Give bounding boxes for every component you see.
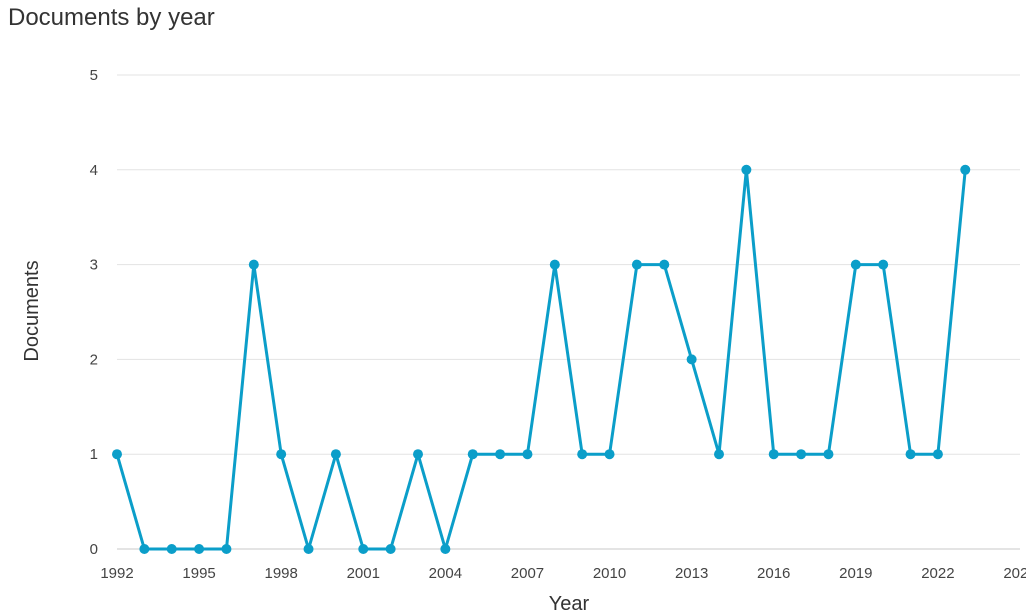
data-point[interactable]	[823, 449, 834, 460]
x-tick-label: 1998	[264, 565, 297, 582]
x-tick-label: 2022	[921, 565, 954, 582]
x-tick-label: 2013	[675, 565, 708, 582]
series-layer	[112, 164, 971, 554]
data-point[interactable]	[741, 164, 752, 175]
data-point[interactable]	[440, 544, 451, 554]
y-axis-title: Documents	[21, 260, 43, 361]
y-tick-label: 4	[90, 162, 98, 179]
x-tick-label: 2019	[839, 565, 872, 582]
data-point[interactable]	[112, 449, 122, 460]
data-point[interactable]	[139, 544, 150, 554]
x-tick-label: 2025	[1003, 565, 1026, 582]
data-point[interactable]	[659, 259, 670, 270]
chart-title: Documents by year	[8, 4, 215, 31]
x-tick-label: 2010	[593, 565, 626, 582]
data-point[interactable]	[467, 449, 478, 460]
data-point[interactable]	[932, 449, 943, 460]
data-point[interactable]	[878, 259, 889, 270]
data-point[interactable]	[604, 449, 615, 460]
data-point[interactable]	[714, 449, 724, 460]
data-point[interactable]	[850, 259, 861, 270]
data-point[interactable]	[960, 164, 971, 175]
data-point[interactable]	[221, 544, 232, 554]
x-tick-label: 2001	[347, 565, 380, 582]
data-point[interactable]	[413, 449, 423, 460]
data-point[interactable]	[248, 259, 259, 270]
data-point[interactable]	[276, 449, 287, 460]
y-axis-tick-labels: 0 1 2 3 4 5	[90, 67, 98, 558]
data-point[interactable]	[358, 544, 369, 554]
data-point[interactable]	[385, 544, 396, 554]
data-point[interactable]	[631, 259, 642, 270]
data-point[interactable]	[495, 449, 506, 460]
data-point[interactable]	[330, 449, 341, 460]
y-tick-label: 3	[90, 257, 98, 274]
x-tick-label: 1995	[182, 565, 215, 582]
data-point[interactable]	[166, 544, 177, 554]
x-tick-label: 2004	[429, 565, 462, 582]
data-point[interactable]	[577, 449, 588, 460]
gridlines	[117, 74, 1020, 550]
data-point[interactable]	[303, 544, 314, 554]
data-point[interactable]	[194, 544, 205, 554]
data-point[interactable]	[549, 259, 560, 270]
y-tick-label: 1	[90, 446, 98, 463]
x-tick-label: 2007	[511, 565, 544, 582]
data-point[interactable]	[905, 449, 916, 460]
x-axis-title: Year	[549, 593, 590, 615]
y-tick-label: 0	[90, 541, 98, 558]
x-axis-tick-labels: 1992 1995 1998 2001 2004 2007 2010 2013 2016 2019…	[100, 565, 1026, 582]
y-tick-label: 2	[90, 351, 98, 368]
data-point[interactable]	[686, 354, 697, 365]
x-tick-label: 1992	[100, 565, 133, 582]
data-point[interactable]	[796, 449, 807, 460]
x-tick-label: 2016	[757, 565, 790, 582]
data-point[interactable]	[522, 449, 533, 460]
y-tick-label: 5	[90, 67, 98, 84]
data-point[interactable]	[768, 449, 779, 460]
